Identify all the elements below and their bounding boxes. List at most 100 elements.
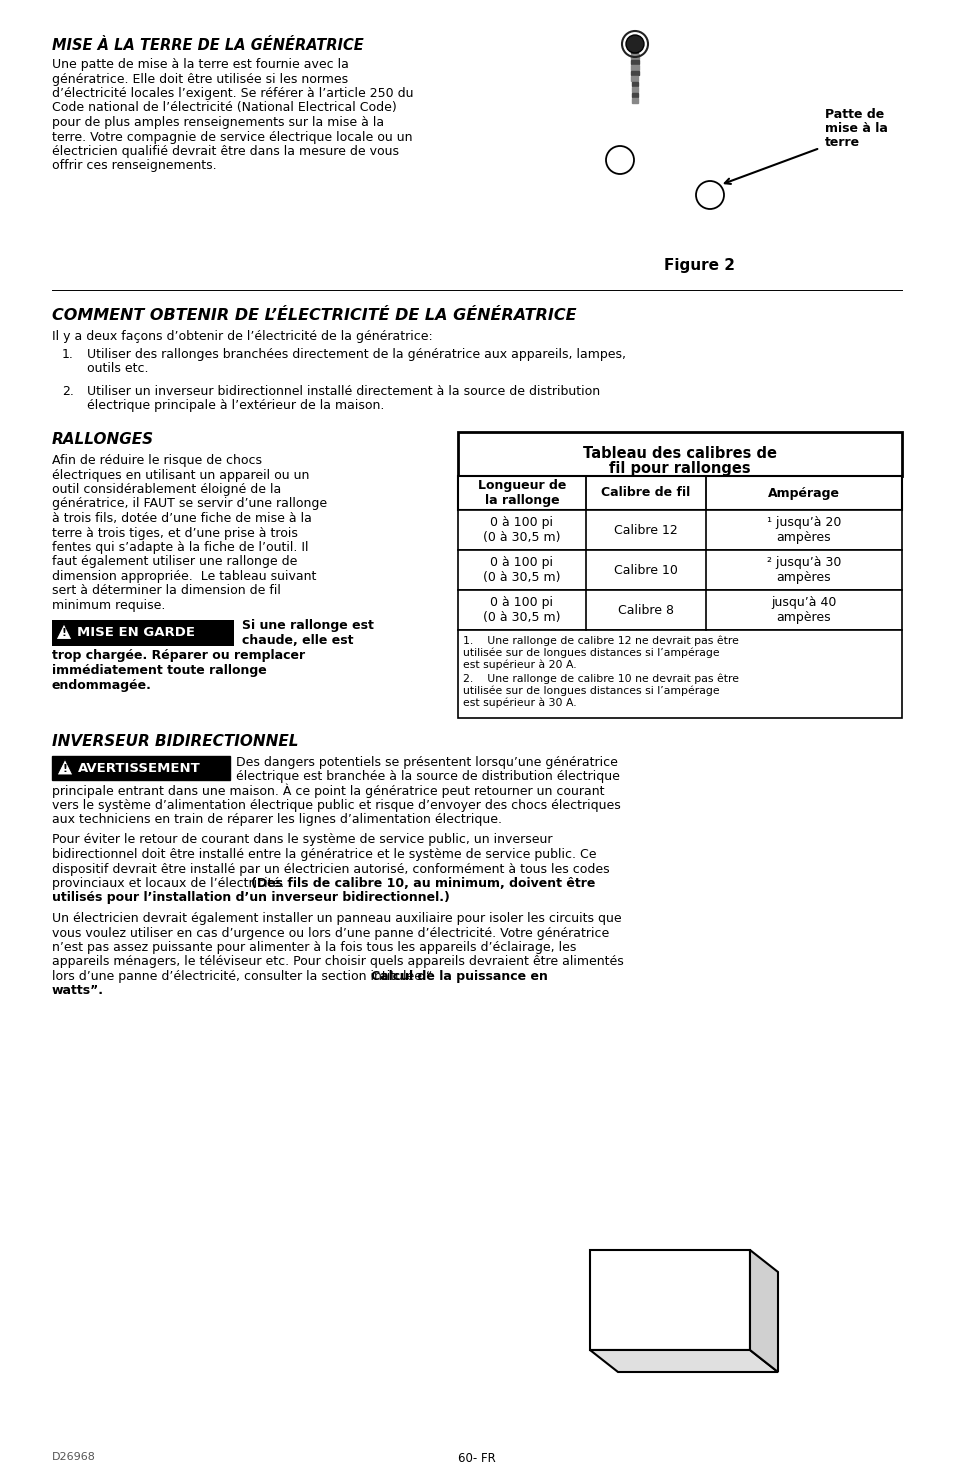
Text: Calibre 12: Calibre 12	[614, 524, 678, 537]
Text: 2.    Une rallonge de calibre 10 ne devrait pas être: 2. Une rallonge de calibre 10 ne devrait…	[462, 673, 739, 683]
Text: utilisée sur de longues distances si l’ampérage: utilisée sur de longues distances si l’a…	[462, 648, 719, 658]
Circle shape	[696, 181, 723, 209]
Bar	[630, 65, 639, 69]
Text: vous voulez utiliser en cas d’urgence ou lors d’une panne d’électricité. Votre g: vous voulez utiliser en cas d’urgence ou…	[52, 926, 609, 940]
Text: terre à trois tiges, et d’une prise à trois: terre à trois tiges, et d’une prise à tr…	[52, 527, 297, 540]
Text: 0 à 100 pi
(0 à 30,5 m): 0 à 100 pi (0 à 30,5 m)	[483, 596, 560, 624]
Text: dispositif devrait être installé par un électricien autorisé, conformément à tou: dispositif devrait être installé par un …	[52, 863, 609, 876]
Bar	[630, 59, 639, 63]
Text: !: !	[63, 764, 68, 773]
Text: appareils ménagers, le téléviseur etc. Pour choisir quels appareils devraient êt: appareils ménagers, le téléviseur etc. P…	[52, 956, 623, 969]
Circle shape	[625, 35, 643, 53]
Text: Code national de l’électricité (National Electrical Code): Code national de l’électricité (National…	[52, 102, 396, 115]
Text: Calibre 8: Calibre 8	[618, 603, 673, 617]
Text: mise à la: mise à la	[824, 122, 887, 136]
Text: chaude, elle est: chaude, elle est	[242, 633, 354, 646]
Text: RALLONGES: RALLONGES	[52, 432, 154, 447]
Text: faut également utiliser une rallonge de: faut également utiliser une rallonge de	[52, 556, 297, 568]
Text: INVERSEUR BIDIRECTIONNEL: INVERSEUR BIDIRECTIONNEL	[52, 735, 298, 749]
Text: COMMENT OBTENIR DE L’ÉLECTRICITÉ DE LA GÉNÉRATRICE: COMMENT OBTENIR DE L’ÉLECTRICITÉ DE LA G…	[52, 308, 576, 323]
Text: outil considérablement éloigné de la: outil considérablement éloigné de la	[52, 482, 281, 496]
Text: immédiatement toute rallonge: immédiatement toute rallonge	[52, 664, 267, 677]
FancyBboxPatch shape	[457, 476, 901, 510]
Text: Un électricien devrait également installer un panneau auxiliaire pour isoler les: Un électricien devrait également install…	[52, 912, 621, 925]
Text: Tableau des calibres de: Tableau des calibres de	[582, 445, 776, 462]
Text: Longueur de
la rallonge: Longueur de la rallonge	[477, 479, 565, 507]
Text: outils etc.: outils etc.	[87, 363, 149, 376]
FancyBboxPatch shape	[457, 630, 901, 718]
Text: Pour éviter le retour de courant dans le système de service public, un inverseur: Pour éviter le retour de courant dans le…	[52, 833, 552, 847]
Text: utilisés pour l’installation d’un inverseur bidirectionnel.): utilisés pour l’installation d’un invers…	[52, 891, 450, 904]
Text: 2.: 2.	[62, 385, 73, 398]
Bar	[632, 87, 637, 91]
Text: terre: terre	[824, 136, 860, 149]
Bar	[630, 71, 639, 75]
Text: Une patte de mise à la terre est fournie avec la: Une patte de mise à la terre est fournie…	[52, 58, 349, 71]
Text: n’est pas assez puissante pour alimenter à la fois tous les appareils d’éclairag: n’est pas assez puissante pour alimenter…	[52, 941, 576, 954]
Text: d’électricité locales l’exigent. Se référer à l’article 250 du: d’électricité locales l’exigent. Se réfé…	[52, 87, 413, 100]
FancyBboxPatch shape	[52, 620, 233, 646]
Polygon shape	[589, 1249, 749, 1350]
FancyBboxPatch shape	[457, 510, 901, 550]
Text: à trois fils, dotée d’une fiche de mise à la: à trois fils, dotée d’une fiche de mise …	[52, 512, 312, 525]
Polygon shape	[56, 624, 71, 640]
Text: génératrice, il FAUT se servir d’une rallonge: génératrice, il FAUT se servir d’une ral…	[52, 497, 327, 510]
Bar	[630, 55, 639, 59]
Text: génératrice. Elle doit être utilisée si les normes: génératrice. Elle doit être utilisée si …	[52, 72, 348, 86]
Text: provinciaux et locaux de l’électricité.: provinciaux et locaux de l’électricité.	[52, 878, 288, 889]
Text: est supérieur à 30 A.: est supérieur à 30 A.	[462, 698, 576, 708]
Bar	[631, 49, 638, 53]
FancyBboxPatch shape	[457, 590, 901, 630]
Text: vers le système d’alimentation électrique public et risque d’envoyer des chocs é: vers le système d’alimentation électriqu…	[52, 798, 620, 811]
Circle shape	[605, 146, 634, 174]
Bar	[631, 77, 638, 81]
Text: électricien qualifié devrait être dans la mesure de vous: électricien qualifié devrait être dans l…	[52, 145, 398, 158]
Text: électrique est branchée à la source de distribution électrique: électrique est branchée à la source de d…	[235, 770, 619, 783]
Text: ² jusqu’à 30
ampères: ² jusqu’à 30 ampères	[766, 556, 841, 584]
Text: D26968: D26968	[52, 1451, 95, 1462]
Text: offrir ces renseignements.: offrir ces renseignements.	[52, 159, 216, 173]
Text: Si une rallonge est: Si une rallonge est	[242, 620, 374, 633]
Text: sert à déterminer la dimension de fil: sert à déterminer la dimension de fil	[52, 584, 280, 597]
Text: Calibre de fil: Calibre de fil	[600, 487, 690, 500]
Text: terre. Votre compagnie de service électrique locale ou un: terre. Votre compagnie de service électr…	[52, 130, 412, 143]
Text: trop chargée. Réparer ou remplacer: trop chargée. Réparer ou remplacer	[52, 649, 305, 662]
FancyBboxPatch shape	[457, 432, 901, 476]
Text: Calibre 10: Calibre 10	[614, 563, 678, 577]
Text: jusqu’à 40
ampères: jusqu’à 40 ampères	[771, 596, 836, 624]
Text: Patte de: Patte de	[824, 108, 883, 121]
Polygon shape	[57, 760, 73, 774]
Text: (Des fils de calibre 10, au minimum, doivent être: (Des fils de calibre 10, au minimum, doi…	[251, 878, 595, 889]
Text: 0 à 100 pi
(0 à 30,5 m): 0 à 100 pi (0 à 30,5 m)	[483, 516, 560, 544]
Text: ¹ jusqu’à 20
ampères: ¹ jusqu’à 20 ampères	[766, 516, 841, 544]
Text: Il y a deux façons d’obtenir de l’électricité de la génératrice:: Il y a deux façons d’obtenir de l’électr…	[52, 330, 433, 344]
Polygon shape	[749, 1249, 778, 1372]
Text: pour de plus amples renseignements sur la mise à la: pour de plus amples renseignements sur l…	[52, 117, 384, 128]
Text: Des dangers potentiels se présentent lorsqu’une génératrice: Des dangers potentiels se présentent lor…	[235, 757, 618, 768]
Text: 1.    Une rallonge de calibre 12 ne devrait pas être: 1. Une rallonge de calibre 12 ne devrait…	[462, 636, 739, 646]
Text: fil pour rallonges: fil pour rallonges	[609, 462, 750, 476]
Text: est supérieur à 20 A.: est supérieur à 20 A.	[462, 659, 576, 670]
Text: !: !	[62, 628, 67, 639]
Text: 1.: 1.	[62, 348, 73, 361]
Text: Afin de réduire le risque de chocs: Afin de réduire le risque de chocs	[52, 454, 262, 468]
Text: Utiliser des rallonges branchées directement de la génératrice aux appareils, la: Utiliser des rallonges branchées directe…	[87, 348, 625, 361]
Text: dimension appropriée.  Le tableau suivant: dimension appropriée. Le tableau suivant	[52, 569, 316, 583]
Polygon shape	[589, 1350, 778, 1372]
Bar	[632, 93, 637, 97]
Text: Utiliser un inverseur bidirectionnel installé directement à la source de distrib: Utiliser un inverseur bidirectionnel ins…	[87, 385, 599, 398]
Text: électrique principale à l’extérieur de la maison.: électrique principale à l’extérieur de l…	[87, 400, 384, 413]
FancyBboxPatch shape	[52, 757, 230, 780]
Text: bidirectionnel doit être installé entre la génératrice et le système de service : bidirectionnel doit être installé entre …	[52, 848, 596, 861]
Text: 60- FR: 60- FR	[457, 1451, 496, 1465]
Text: watts”.: watts”.	[52, 984, 104, 997]
Text: Calcul de la puissance en: Calcul de la puissance en	[371, 971, 547, 982]
Bar	[632, 97, 638, 102]
FancyBboxPatch shape	[457, 550, 901, 590]
Text: fentes qui s’adapte à la fiche de l’outil. Il: fentes qui s’adapte à la fiche de l’outi…	[52, 541, 308, 555]
Text: Figure 2: Figure 2	[664, 258, 735, 273]
Text: électriques en utilisant un appareil ou un: électriques en utilisant un appareil ou …	[52, 469, 309, 481]
Text: MISE À LA TERRE DE LA GÉNÉRATRICE: MISE À LA TERRE DE LA GÉNÉRATRICE	[52, 38, 363, 53]
Text: aux techniciens en train de réparer les lignes d’alimentation électrique.: aux techniciens en train de réparer les …	[52, 813, 501, 826]
Text: minimum requise.: minimum requise.	[52, 599, 165, 612]
